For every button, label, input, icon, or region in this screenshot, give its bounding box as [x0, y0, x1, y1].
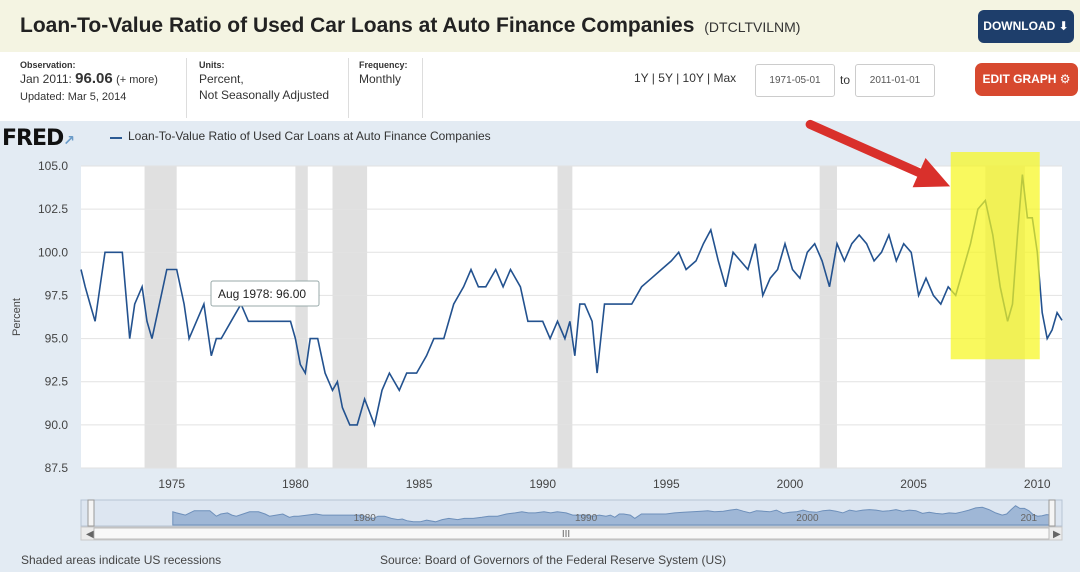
x-tick-label: 1985	[406, 477, 433, 491]
frequency-block: Frequency: Monthly	[359, 60, 408, 87]
gear-icon: ⚙	[1059, 72, 1071, 86]
download-icon: ⬇	[1058, 19, 1069, 33]
y-tick-label: 95.0	[45, 332, 69, 346]
edit-graph-button[interactable]: EDIT GRAPH ⚙	[975, 63, 1078, 96]
source-note: Source: Board of Governors of the Federa…	[380, 553, 727, 567]
navigator-left-handle[interactable]	[87, 499, 95, 527]
divider	[422, 58, 423, 118]
download-button-label: DOWNLOAD	[983, 19, 1056, 33]
page-title-text: Loan-To-Value Ratio of Used Car Loans at…	[20, 14, 695, 37]
scroll-left-icon[interactable]: ◀	[86, 529, 94, 540]
y-tick-label: 90.0	[45, 418, 69, 432]
navigator-year-label: 201	[1020, 513, 1037, 524]
x-tick-label: 2000	[777, 477, 804, 491]
y-tick-label: 92.5	[45, 375, 69, 389]
range-5y-link[interactable]: 5Y	[658, 71, 673, 85]
start-date-input[interactable]: 1971-05-01	[755, 64, 835, 97]
y-tick-label: 87.5	[45, 461, 69, 475]
arrow-head	[912, 158, 951, 188]
navigator-right-handle[interactable]	[1048, 499, 1056, 527]
units-block: Units: Percent, Not Seasonally Adjusted	[199, 60, 329, 103]
page-title: Loan-To-Value Ratio of Used Car Loans at…	[20, 14, 800, 38]
navigator-series	[172, 505, 1052, 526]
scrollbar-grip: III	[562, 529, 570, 540]
recession-note: Shaded areas indicate US recessions	[21, 553, 222, 567]
x-tick-label: 1975	[158, 477, 185, 491]
navigator-year-label: 1980	[354, 513, 377, 524]
x-tick-label: 2010	[1024, 477, 1051, 491]
y-tick-label: 102.5	[38, 202, 68, 216]
tooltip: Aug 1978: 96.00	[210, 280, 320, 307]
to-label: to	[840, 73, 851, 87]
recession-band	[144, 166, 177, 468]
y-tick-label: 100.0	[38, 245, 68, 259]
tooltip-text: Aug 1978: 96.00	[218, 287, 306, 301]
highlight-box	[950, 152, 1040, 360]
navigator-year-label: 1990	[575, 513, 598, 524]
observation-more-link[interactable]: (+ more)	[116, 74, 158, 86]
title-bar	[0, 0, 1080, 52]
tooltip-box	[210, 280, 320, 307]
frequency-label: Frequency:	[359, 60, 408, 70]
end-date-input[interactable]: 2011-01-01	[855, 64, 935, 97]
red-arrow-annotation	[805, 119, 951, 188]
x-axis: 1975 1980 1985 1990 1995 2000 2005 2010	[158, 477, 1051, 491]
range-links: 1Y | 5Y | 10Y | Max	[634, 71, 737, 85]
observation-block: Observation: Jan 2011: 96.06 (+ more) Up…	[20, 60, 158, 105]
edit-graph-label: EDIT GRAPH	[982, 72, 1057, 86]
fred-logo: FRED↗	[2, 126, 75, 151]
scroll-right-icon[interactable]: ▶	[1053, 529, 1061, 540]
fred-graph-icon: ↗	[63, 133, 75, 149]
navigator-year-label: 2000	[796, 513, 819, 524]
updated-date: Updated: Mar 5, 2014	[20, 91, 127, 103]
series-id: (DTCLTVILNM)	[704, 19, 801, 35]
observation-date: Jan 2011:	[20, 72, 72, 86]
navigator-labels: 1980 1990 2000 201	[354, 513, 1038, 524]
arrow-shaft	[805, 119, 930, 180]
series-line[interactable]	[80, 174, 1063, 428]
y-axis-label: Percent	[11, 298, 23, 336]
y-tick-label: 105.0	[38, 159, 68, 173]
units-line2: Not Seasonally Adjusted	[199, 88, 330, 102]
range-max-link[interactable]: Max	[713, 71, 737, 85]
divider	[186, 58, 187, 118]
fred-logo-text: FRED	[2, 126, 64, 151]
recession-band	[295, 166, 308, 468]
x-tick-label: 1995	[653, 477, 680, 491]
recession-band	[819, 166, 837, 468]
x-tick-label: 1990	[529, 477, 556, 491]
observation-value: 96.06	[75, 70, 113, 87]
divider	[348, 58, 349, 118]
recession-band	[332, 166, 368, 468]
y-axis: 87.5 90.0 92.5 95.0 97.5 100.0 102.5 105.0	[38, 159, 68, 475]
legend-label: Loan-To-Value Ratio of Used Car Loans at…	[128, 129, 491, 143]
recession-band	[557, 166, 573, 468]
x-tick-label: 1980	[282, 477, 309, 491]
units-label: Units:	[199, 60, 225, 70]
x-tick-label: 2005	[900, 477, 927, 491]
range-1y-link[interactable]: 1Y	[634, 71, 649, 85]
download-button[interactable]: DOWNLOAD ⬇	[978, 10, 1074, 43]
range-10y-link[interactable]: 10Y	[682, 71, 704, 85]
scrollbar-thumb[interactable]	[93, 527, 1050, 540]
observation-label: Observation:	[20, 60, 76, 70]
units-line1: Percent,	[199, 72, 244, 86]
frequency-value: Monthly	[359, 72, 402, 86]
y-tick-label: 97.5	[45, 288, 69, 302]
legend-swatch	[110, 137, 122, 139]
